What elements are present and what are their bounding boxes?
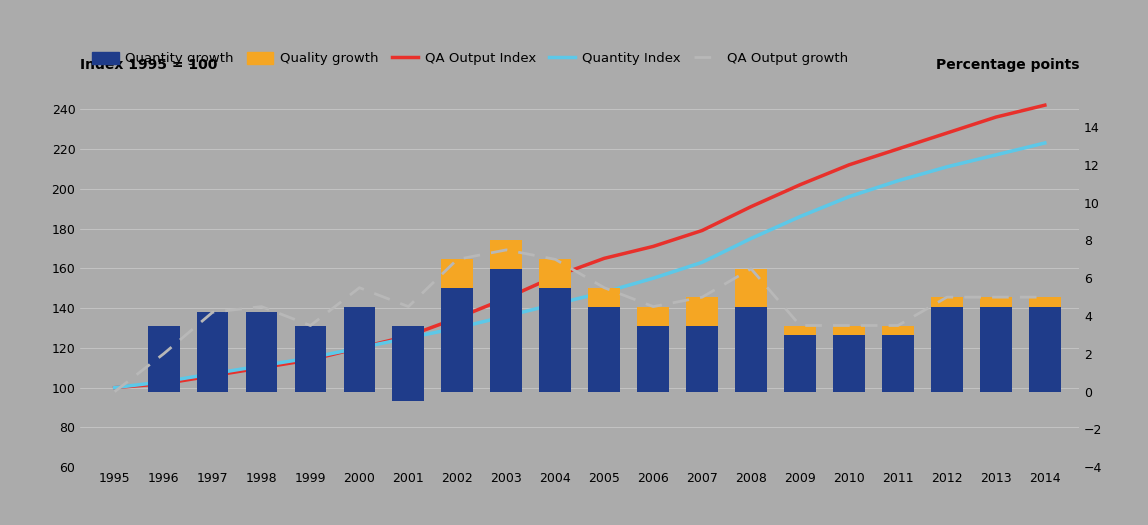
Bar xyxy=(980,297,1011,307)
Bar xyxy=(393,326,425,401)
Bar xyxy=(393,392,425,401)
Bar xyxy=(148,326,179,392)
Bar xyxy=(490,269,522,392)
Bar xyxy=(1029,307,1061,392)
Bar xyxy=(588,307,620,392)
Bar xyxy=(343,307,375,392)
Bar xyxy=(931,307,963,392)
Text: Percentage points: Percentage points xyxy=(936,58,1079,72)
Bar xyxy=(882,326,914,335)
Bar xyxy=(196,312,228,392)
Bar xyxy=(735,269,767,307)
Bar xyxy=(637,326,669,392)
Bar xyxy=(295,326,326,392)
Bar xyxy=(687,326,718,392)
Bar xyxy=(833,335,864,392)
Bar xyxy=(540,288,572,392)
Bar xyxy=(637,307,669,326)
Bar xyxy=(784,326,816,335)
Bar xyxy=(687,297,718,326)
Bar xyxy=(931,297,963,307)
Bar xyxy=(735,307,767,392)
Bar xyxy=(980,307,1011,392)
Bar xyxy=(246,312,278,392)
Bar xyxy=(784,335,816,392)
Bar xyxy=(882,335,914,392)
Text: Index 1995 = 100: Index 1995 = 100 xyxy=(80,58,218,72)
Bar xyxy=(588,288,620,307)
Bar xyxy=(490,240,522,269)
Bar xyxy=(833,326,864,335)
Bar xyxy=(540,259,572,288)
Legend: Quantity growth, Quality growth, QA Output Index, Quantity Index, QA Output grow: Quantity growth, Quality growth, QA Outp… xyxy=(87,47,853,71)
Bar xyxy=(442,259,473,288)
Bar xyxy=(442,288,473,392)
Bar xyxy=(1029,297,1061,307)
